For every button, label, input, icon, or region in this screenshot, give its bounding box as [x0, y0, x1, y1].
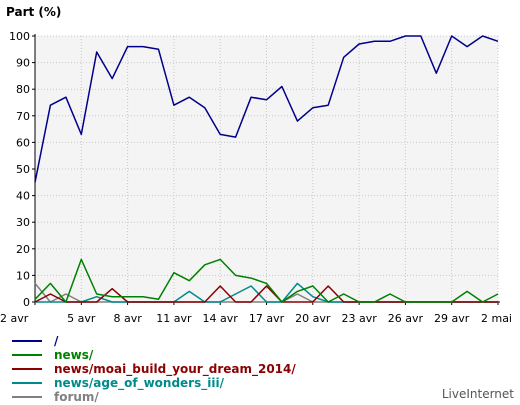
y-tick-label: 40 — [16, 190, 30, 203]
x-tick-label: 11 avr — [156, 312, 192, 325]
legend: /news/news/moai_build_your_dream_2014/ne… — [12, 334, 296, 404]
series-line-1 — [34, 258, 499, 303]
x-tick-label: 17 avr — [249, 312, 285, 325]
x-ticks: 2 avr 5 avr 8 avr 11 avr 14 avr 17 avr 20 avr 2… — [0, 302, 512, 325]
y-tick-label: 50 — [16, 163, 30, 176]
legend-label-0: / — [54, 334, 59, 348]
y-tick-label: 70 — [16, 110, 30, 123]
x-tick-label: 23 avr — [341, 312, 377, 325]
y-tick-label: 10 — [16, 269, 30, 282]
x-tick-label: 2 avr — [0, 312, 29, 325]
y-tick-label: 90 — [16, 57, 30, 70]
grid-lines — [35, 35, 499, 302]
y-tick-label: 80 — [16, 83, 30, 96]
legend-label-4: forum/ — [54, 390, 99, 404]
y-tick-label: 20 — [16, 243, 30, 256]
x-tick-label: 29 avr — [434, 312, 470, 325]
x-tick-label: 8 avr — [113, 312, 142, 325]
y-axis-title: Part (%) — [6, 5, 61, 19]
x-tick-label: 20 avr — [295, 312, 331, 325]
y-tick-label: 60 — [16, 136, 30, 149]
y-tick-label: 0 — [23, 296, 30, 309]
series-line-0 — [34, 35, 499, 183]
y-tick-label: 30 — [16, 216, 30, 229]
x-tick-label: 2 mai — [481, 312, 512, 325]
brand-label: LiveInternet — [442, 387, 514, 401]
series-lines — [34, 35, 499, 303]
legend-label-2: news/moai_build_your_dream_2014/ — [54, 362, 296, 377]
legend-label-3: news/age_of_wonders_iii/ — [54, 376, 225, 391]
legend-label-1: news/ — [54, 348, 94, 362]
x-tick-label: 5 avr — [67, 312, 96, 325]
y-ticks: 0 10 20 30 40 50 60 70 80 90 100 — [9, 30, 35, 309]
x-tick-label: 26 avr — [388, 312, 424, 325]
x-tick-label: 14 avr — [203, 312, 239, 325]
y-tick-label: 100 — [9, 30, 30, 43]
